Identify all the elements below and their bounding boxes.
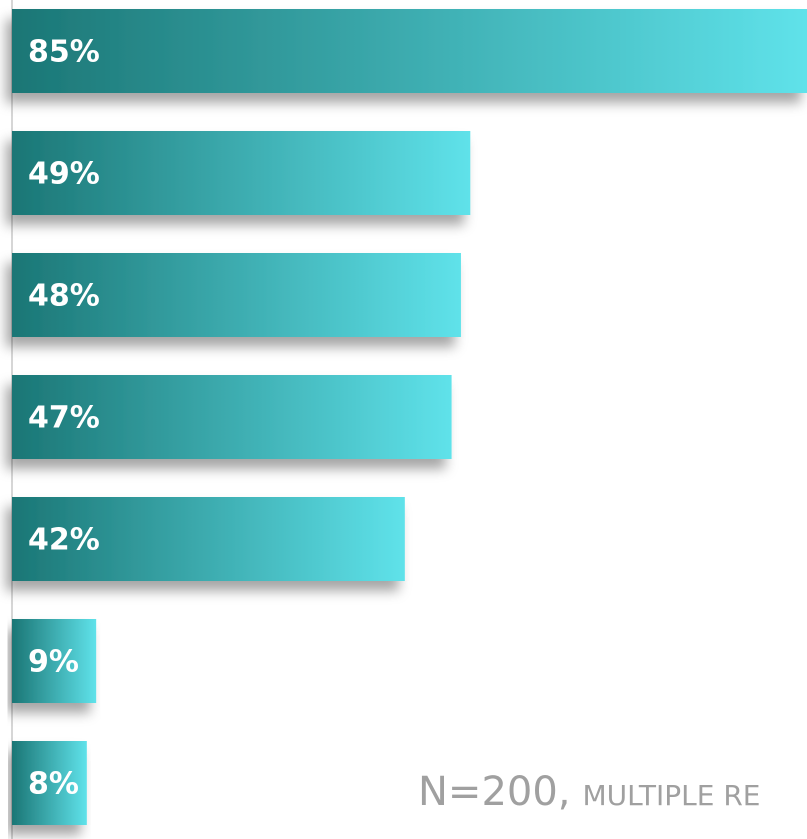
- value-label: 47%: [28, 401, 100, 436]
- bar: [12, 9, 807, 93]
- value-label: 85%: [28, 35, 100, 70]
- value-label: 8%: [28, 767, 79, 802]
- annotation: MULTIPLE RE: [583, 779, 761, 812]
- value-label: 9%: [28, 645, 79, 680]
- annotation: N=200,: [418, 769, 571, 815]
- value-label: 48%: [28, 279, 100, 314]
- bar: [12, 131, 471, 215]
- bar: [12, 741, 87, 825]
- value-label: 42%: [28, 523, 100, 558]
- bar: [12, 497, 405, 581]
- value-label: 49%: [28, 157, 100, 192]
- bar: [12, 253, 461, 337]
- bar: [12, 619, 97, 703]
- bar: [12, 375, 452, 459]
